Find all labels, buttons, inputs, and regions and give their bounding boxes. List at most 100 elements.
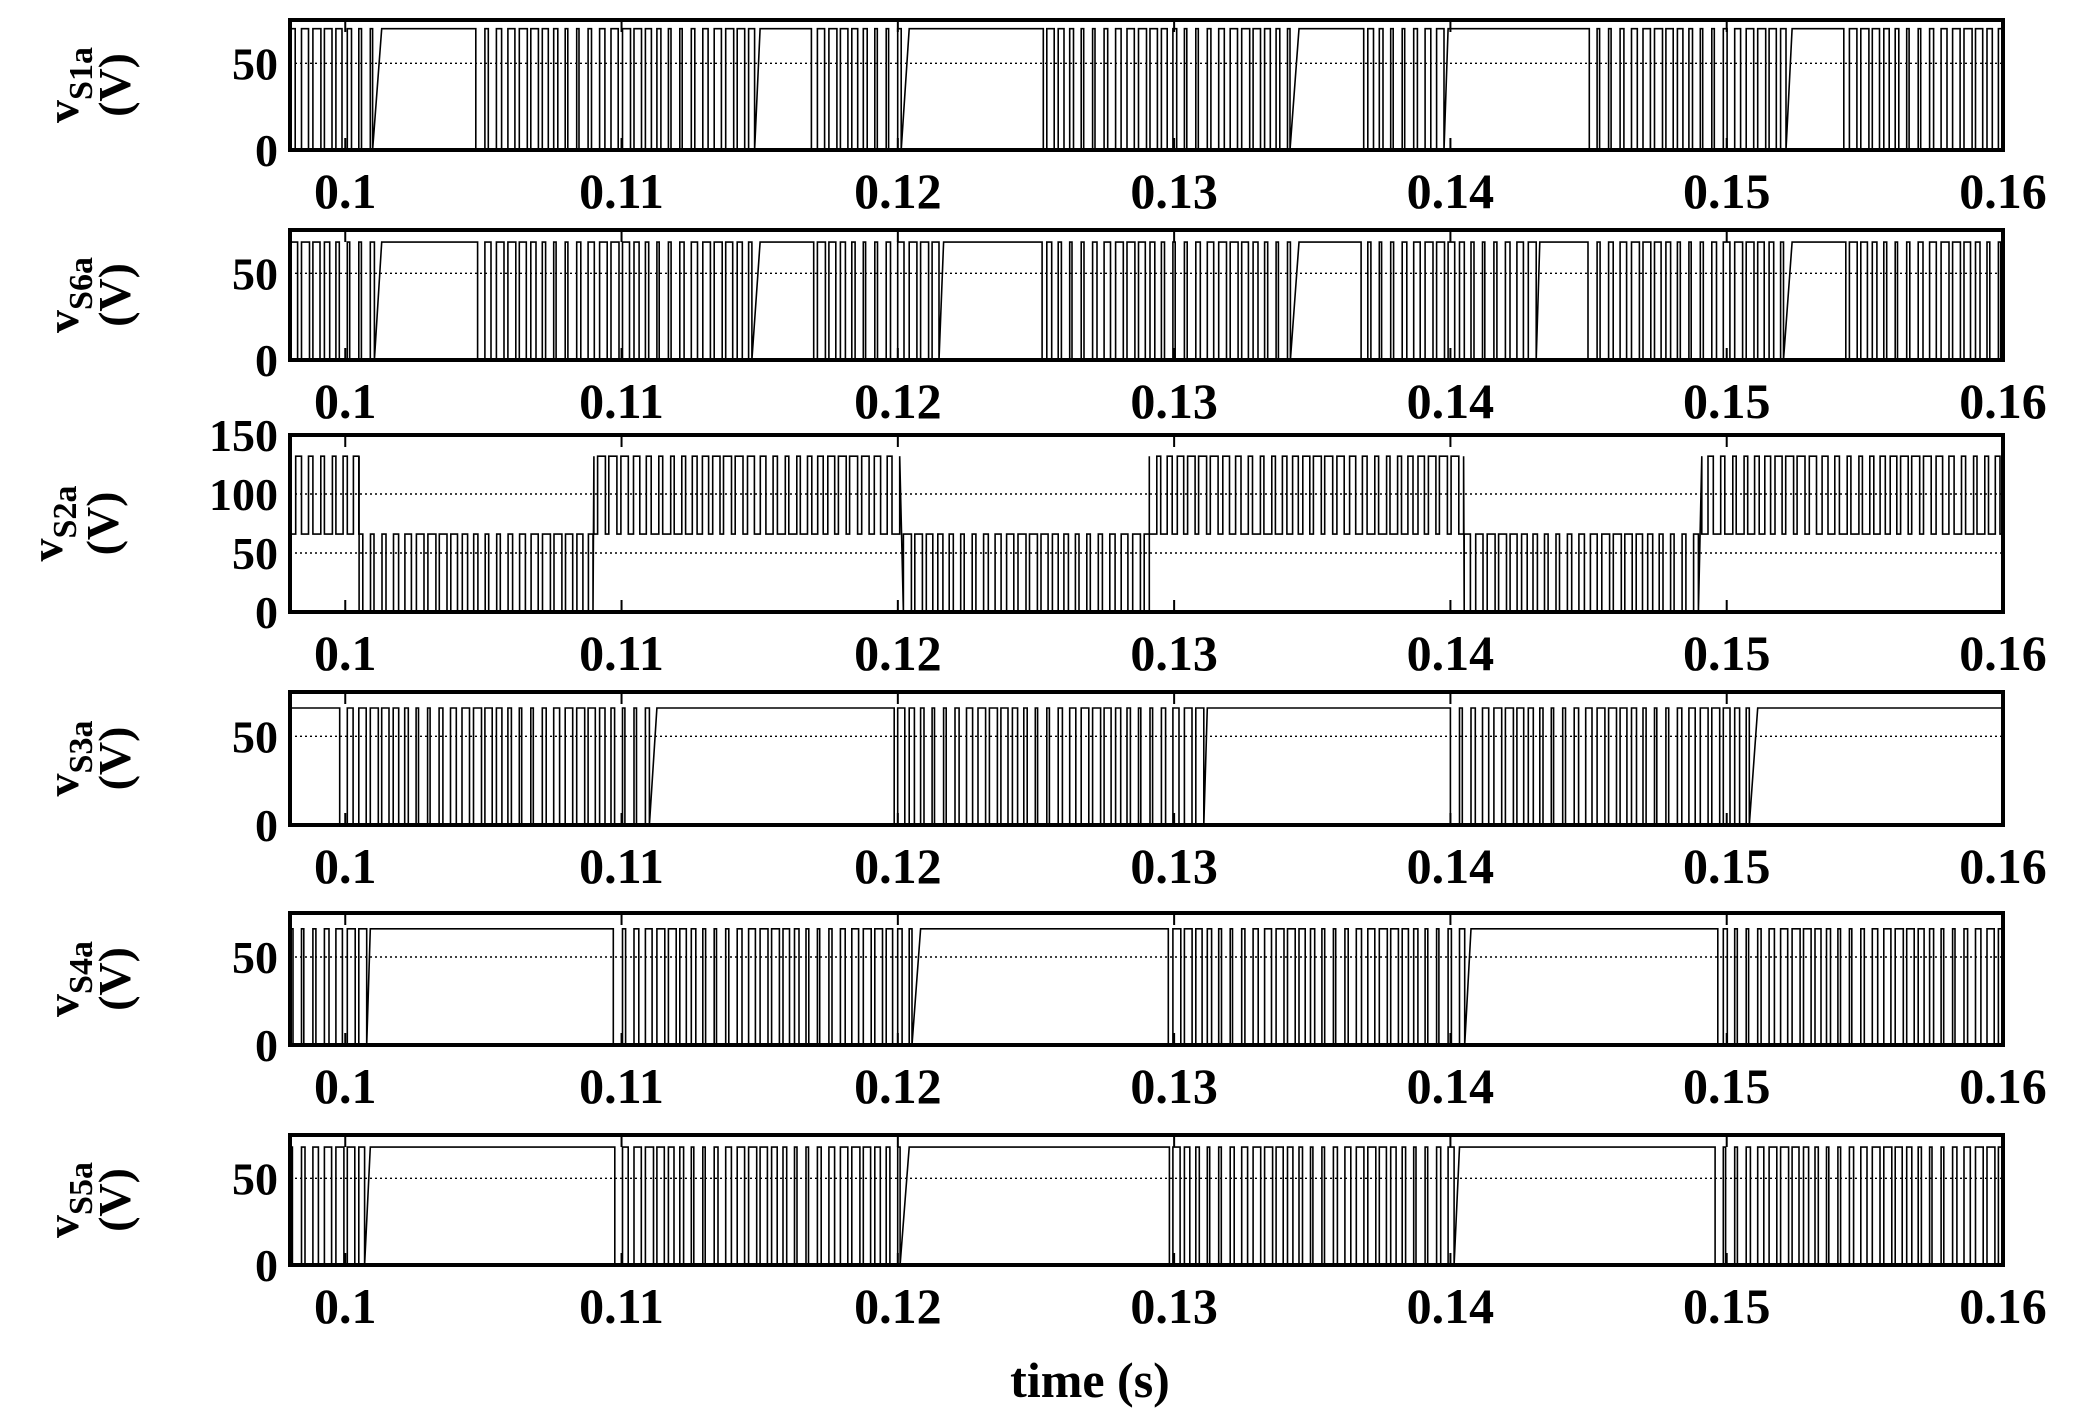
- y-tick-label: 0: [255, 335, 278, 386]
- y-tick-label: 50: [232, 711, 278, 762]
- x-tick-label: 0.13: [1130, 1278, 1218, 1334]
- x-tick-label: 0.16: [1959, 1278, 2047, 1334]
- waveform-trace: [289, 241, 2003, 361]
- y-axis-label-sub: S5a: [63, 1162, 100, 1215]
- x-axis-title: time (s): [1010, 1352, 1170, 1408]
- y-axis-unit: (V): [89, 263, 140, 327]
- y-tick-label: 50: [232, 528, 278, 579]
- panel-s2a: 0 50 100 150 0.1 0.11 0.12 0.13 0.14 0.15 0.16 vS2a…: [21, 410, 2047, 681]
- x-tick-label: 0.1: [314, 1278, 377, 1334]
- x-tick-label: 0.13: [1130, 838, 1218, 894]
- panel-s3a: 0 50 0.1 0.11 0.12 0.13 0.14 0.15 0.16 vS3a(V): [37, 690, 2047, 894]
- x-tick-label: 0.12: [854, 625, 942, 681]
- y-axis-unit: (V): [89, 947, 140, 1011]
- y-tick-label: 50: [232, 38, 278, 89]
- panel-s4a: 0 50 0.1 0.11 0.12 0.13 0.14 0.15 0.16 vS4a(V): [37, 911, 2047, 1114]
- y-axis-label-main: v: [37, 100, 88, 123]
- x-tick-label: 0.11: [579, 1058, 664, 1114]
- x-tick-label: 0.16: [1959, 625, 2047, 681]
- y-tick-label: 0: [255, 587, 278, 638]
- waveform-trace: [289, 928, 2004, 1046]
- y-axis-unit: (V): [77, 492, 128, 556]
- x-tick-label: 0.1: [314, 1058, 377, 1114]
- x-tick-label: 0.15: [1683, 373, 1771, 429]
- y-axis-label-main: v: [37, 994, 88, 1017]
- plot-frame: [288, 1133, 2005, 1267]
- x-tick-label: 0.16: [1959, 838, 2047, 894]
- plot-frame: [288, 911, 2005, 1047]
- x-tick-label: 0.11: [579, 163, 664, 219]
- y-tick-label: 0: [255, 1020, 278, 1071]
- x-tick-label: 0.11: [579, 1278, 664, 1334]
- x-tick-label: 0.11: [579, 625, 664, 681]
- y-axis-unit: (V): [89, 1168, 140, 1232]
- x-tick-label: 0.14: [1407, 625, 1495, 681]
- x-tick-label: 0.12: [854, 1058, 942, 1114]
- x-tick-label: 0.1: [314, 163, 377, 219]
- x-tick-label: 0.15: [1683, 163, 1771, 219]
- x-tick-label: 0.12: [854, 163, 942, 219]
- panel-s5a: 0 50 0.1 0.11 0.12 0.13 0.14 0.15 0.16 vS5a(V): [37, 1133, 2047, 1334]
- y-axis-label-main: v: [37, 773, 88, 796]
- y-tick-label: 100: [209, 469, 278, 520]
- x-tick-label: 0.15: [1683, 1278, 1771, 1334]
- x-tick-label: 0.1: [314, 373, 377, 429]
- x-tick-label: 0.12: [854, 1278, 942, 1334]
- y-axis-label: vS5a: [37, 1162, 100, 1238]
- x-tick-label: 0.16: [1959, 163, 2047, 219]
- y-tick-label: 0: [255, 125, 278, 176]
- y-tick-label: 0: [255, 1240, 278, 1291]
- x-tick-label: 0.14: [1407, 1278, 1495, 1334]
- waveform-trace: [289, 27, 2003, 151]
- x-tick-label: 0.11: [579, 373, 664, 429]
- x-tick-label: 0.16: [1959, 1058, 2047, 1114]
- y-tick-label: 50: [232, 1153, 278, 1204]
- x-tick-label: 0.15: [1683, 838, 1771, 894]
- y-axis-label: vS6a: [37, 257, 100, 333]
- x-tick-label: 0.13: [1130, 625, 1218, 681]
- y-axis-label-sub: S1a: [63, 47, 100, 100]
- x-tick-label: 0.14: [1407, 1058, 1495, 1114]
- y-axis-label: vS3a: [37, 721, 100, 797]
- x-tick-label: 0.1: [314, 625, 377, 681]
- y-axis-label: vS4a: [37, 941, 100, 1017]
- waveform-trace: [289, 455, 2004, 613]
- y-tick-label: 0: [255, 800, 278, 851]
- y-axis-unit: (V): [89, 53, 140, 117]
- x-tick-label: 0.14: [1407, 373, 1495, 429]
- x-tick-label: 0.1: [314, 838, 377, 894]
- x-tick-label: 0.14: [1407, 838, 1495, 894]
- y-axis-label: vS1a: [37, 47, 100, 123]
- waveform-trace: [289, 1146, 2004, 1266]
- x-tick-label: 0.11: [579, 838, 664, 894]
- x-tick-label: 0.14: [1407, 163, 1495, 219]
- y-tick-label: 50: [232, 932, 278, 983]
- x-tick-label: 0.15: [1683, 625, 1771, 681]
- waveform-trace: [289, 707, 2004, 826]
- y-axis-label: vS2a: [21, 486, 84, 562]
- plot-frame: [288, 433, 2005, 614]
- y-axis-label-main: v: [21, 538, 72, 561]
- panel-s1a: 0 50 0.1 0.11 0.12 0.13 0.14 0.15 0.16 vS1a(V): [37, 18, 2047, 219]
- x-tick-label: 0.15: [1683, 1058, 1771, 1114]
- y-axis-label-sub: S3a: [63, 721, 100, 774]
- y-axis-label-sub: S4a: [63, 941, 100, 994]
- y-axis-unit: (V): [89, 727, 140, 791]
- panel-s6a: 0 50 0.1 0.11 0.12 0.13 0.14 0.15 0.16 vS6a(V): [37, 228, 2047, 429]
- y-tick-label: 50: [232, 248, 278, 299]
- y-axis-label-sub: S2a: [47, 486, 84, 539]
- plot-frame: [288, 18, 2005, 152]
- plot-frame: [288, 690, 2005, 827]
- x-tick-label: 0.13: [1130, 1058, 1218, 1114]
- y-axis-label-main: v: [37, 1215, 88, 1238]
- x-tick-label: 0.13: [1130, 373, 1218, 429]
- y-axis-label-main: v: [37, 310, 88, 333]
- y-axis-label-sub: S6a: [63, 257, 100, 310]
- x-tick-label: 0.12: [854, 838, 942, 894]
- x-tick-label: 0.16: [1959, 373, 2047, 429]
- plot-frame: [288, 228, 2005, 362]
- x-tick-label: 0.12: [854, 373, 942, 429]
- x-tick-label: 0.13: [1130, 163, 1218, 219]
